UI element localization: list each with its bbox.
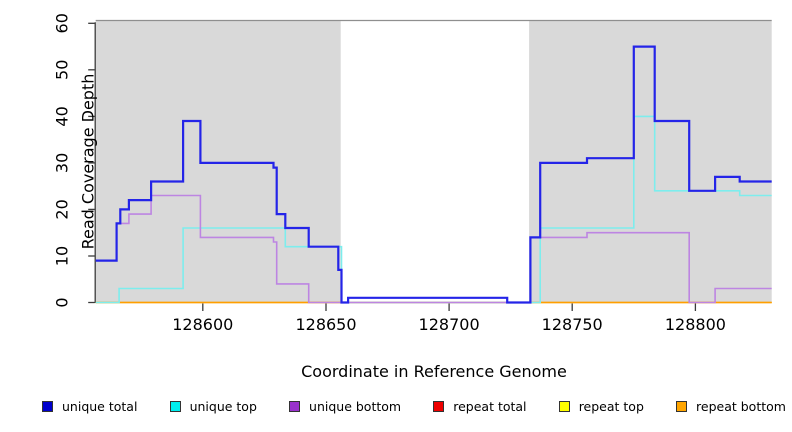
y-tick-label: 10 — [53, 246, 72, 266]
legend-label: unique total — [62, 399, 138, 414]
shaded-repeat-region — [529, 20, 772, 303]
legend-item-repeat-total: repeat total — [433, 399, 527, 414]
shaded-repeat-region — [95, 20, 341, 303]
x-tick-label: 128750 — [542, 315, 603, 334]
chart-legend: unique total unique top unique bottom re… — [42, 399, 786, 414]
legend-item-repeat-bottom: repeat bottom — [676, 399, 786, 414]
x-tick-label: 128600 — [172, 315, 233, 334]
y-tick-label: 50 — [53, 60, 72, 80]
legend-swatch-unique-total-icon — [42, 401, 53, 412]
legend-swatch-repeat-top-icon — [558, 401, 570, 412]
legend-label: repeat bottom — [696, 399, 786, 414]
y-tick-label: 40 — [53, 106, 72, 126]
x-tick-label: 128700 — [419, 315, 480, 334]
y-tick-label: 20 — [53, 199, 72, 219]
legend-label: repeat top — [578, 399, 644, 414]
y-tick-label: 60 — [53, 13, 72, 33]
y-tick-label: 30 — [53, 153, 72, 173]
y-tick-label: 0 — [53, 297, 72, 307]
x-tick-label: 128800 — [665, 315, 726, 334]
series-unique-bottom — [95, 194, 772, 304]
legend-item-repeat-top: repeat top — [558, 399, 644, 414]
x-axis-label: Coordinate in Reference Genome — [301, 362, 567, 381]
legend-swatch-unique-bottom-icon — [289, 401, 301, 412]
x-tick-label: 128650 — [295, 315, 356, 334]
legend-item-unique-bottom: unique bottom — [289, 399, 401, 414]
y-axis-label: Read Coverage Depth — [78, 73, 98, 250]
legend-item-unique-top: unique top — [169, 399, 257, 414]
series-unique-total — [95, 45, 772, 304]
legend-item-unique-total: unique total — [42, 399, 137, 414]
legend-label: repeat total — [453, 399, 527, 414]
legend-label: unique bottom — [309, 399, 402, 414]
legend-swatch-repeat-bottom-icon — [676, 401, 688, 412]
legend-swatch-repeat-total-icon — [433, 401, 445, 412]
legend-label: unique top — [189, 399, 257, 414]
legend-swatch-unique-top-icon — [169, 401, 181, 412]
